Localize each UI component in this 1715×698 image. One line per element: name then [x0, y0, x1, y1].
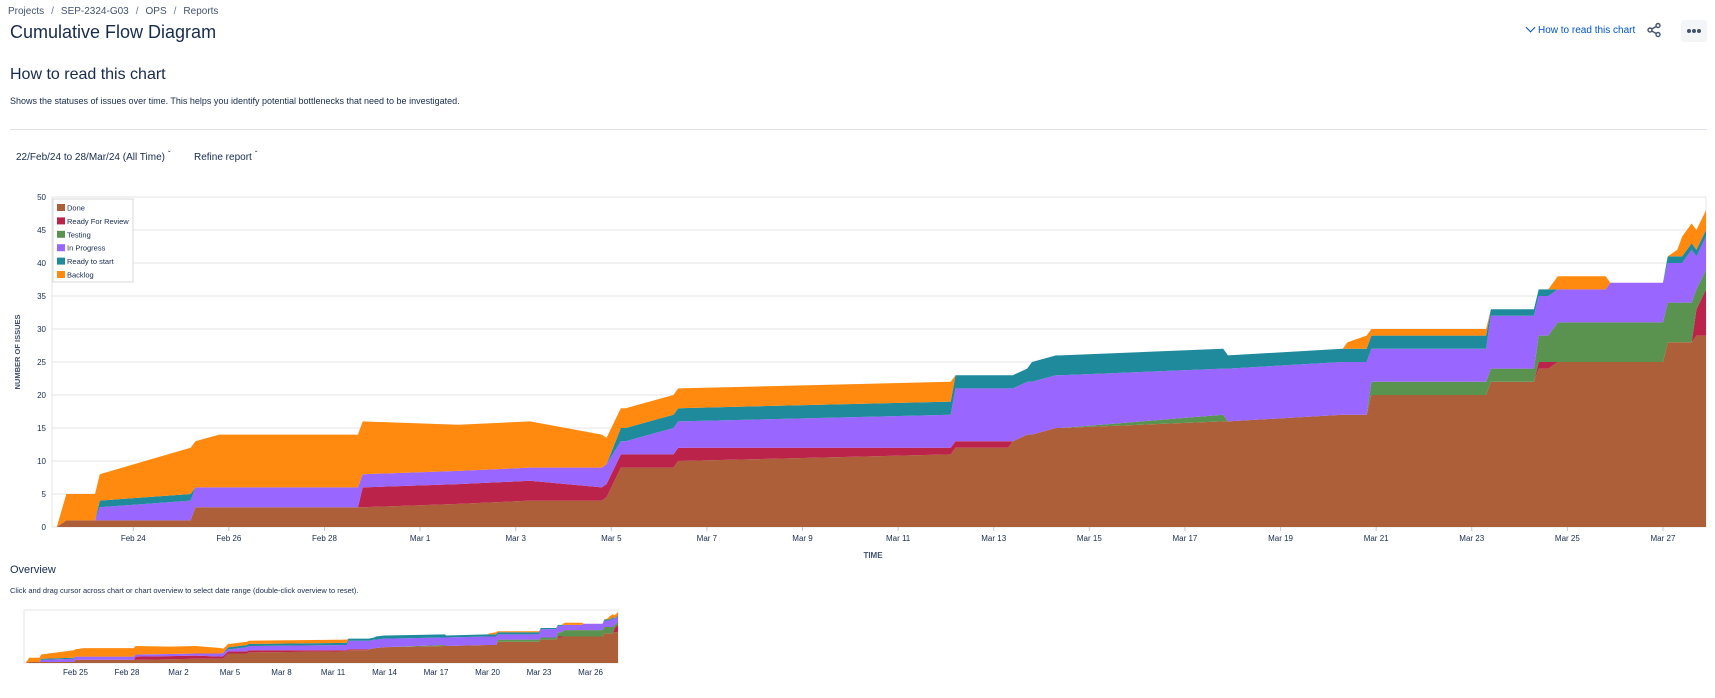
legend-item[interactable]: In Progress — [67, 244, 106, 253]
x-tick-label: Mar 15 — [1077, 534, 1102, 543]
overview-tick-label: Mar 14 — [372, 668, 397, 677]
share-icon[interactable] — [1646, 22, 1662, 38]
legend-swatch — [57, 271, 65, 278]
x-tick-label: Feb 28 — [312, 534, 337, 543]
y-tick-label: 20 — [37, 391, 46, 400]
y-tick-label: 5 — [42, 490, 47, 499]
legend-item[interactable]: Done — [67, 204, 85, 213]
page-title: Cumulative Flow Diagram — [10, 22, 217, 42]
caret-icon: ˇ — [167, 150, 171, 159]
breadcrumb: Projects / SEP-2324-G03/OPS / Reports — [8, 6, 219, 17]
x-tick-label: Mar 27 — [1651, 534, 1676, 543]
overview-tick-label: Feb 28 — [115, 668, 140, 677]
overview-series-area — [24, 632, 618, 663]
caret-icon: ˇ — [254, 150, 258, 159]
x-tick-label: Mar 25 — [1555, 534, 1580, 543]
more-icon — [1687, 29, 1691, 33]
x-axis-label: TIME — [863, 551, 883, 560]
y-tick-label: 0 — [42, 523, 47, 532]
legend-box — [52, 198, 134, 283]
overview-tick-label: Mar 5 — [220, 668, 241, 677]
more-button[interactable] — [1681, 20, 1707, 42]
more-icon-dot — [1692, 29, 1696, 33]
x-tick-label: Mar 19 — [1268, 534, 1293, 543]
y-tick-label: 45 — [37, 226, 46, 235]
y-tick-label: 15 — [37, 424, 46, 433]
refine-report-label: Refine report — [194, 152, 252, 163]
overview-title: Overview — [10, 564, 56, 576]
y-tick-label: 35 — [37, 292, 46, 301]
overview-tick-label: Mar 2 — [168, 668, 189, 677]
x-tick-label: Mar 13 — [981, 534, 1006, 543]
axis-layer: Feb 24 Feb 26 Feb 28 Mar 1 Mar 3 Mar 5 Mar 7 Ma… — [121, 527, 1676, 543]
x-tick-label: Feb 24 — [121, 534, 146, 543]
more-icon-dot — [1697, 29, 1701, 33]
overview-series-area — [24, 612, 618, 663]
legend-swatch — [57, 230, 65, 238]
legend-swatch — [57, 257, 65, 265]
overview-description: Click and drag cursor across chart or ch… — [10, 586, 359, 595]
overview-tick-label: Mar 11 — [321, 668, 346, 677]
date-range-label: 22/Feb/24 to 28/Mar/24 (All Time) — [16, 152, 165, 163]
y-tick-label: 40 — [37, 259, 46, 268]
y-tick-label: 25 — [37, 358, 46, 367]
y-tick-label: 50 — [37, 193, 46, 202]
overview-axis-layer: Feb 25 Feb 28 Mar 2 Mar 5 Mar 8 Mar 11 Mar 14 M… — [63, 668, 603, 677]
series-area-backlog — [52, 210, 1706, 527]
how-to-read-link[interactable]: How to read this chart — [1525, 22, 1636, 36]
y-tick-label: 10 — [37, 457, 46, 466]
legend-swatch — [57, 204, 65, 211]
overview-tick-label: Mar 20 — [475, 668, 500, 677]
breadcrumb-board[interactable]: OPS — [145, 6, 167, 17]
breadcrumb-projects[interactable]: Projects — [8, 6, 45, 17]
legend-item[interactable]: Ready For Review — [67, 217, 129, 226]
help-description: Shows the statuses of issues over time. … — [10, 96, 460, 106]
overview-tick-label: Mar 8 — [271, 668, 292, 677]
x-tick-label: Feb 26 — [216, 534, 241, 543]
series-area-done — [52, 335, 1706, 527]
x-tick-label: Mar 11 — [886, 534, 911, 543]
legend-swatch — [57, 244, 65, 252]
x-tick-label: Mar 1 — [410, 534, 431, 543]
overview-tick-label: Feb 25 — [63, 668, 88, 677]
x-tick-label: Mar 21 — [1364, 534, 1389, 543]
overview-series-area — [24, 616, 618, 663]
x-tick-label: Mar 5 — [601, 534, 622, 543]
overview-chart[interactable]: Feb 25 Feb 28 Mar 2 Mar 5 Mar 8 Mar 11 Mar 14 M… — [0, 605, 640, 695]
breadcrumb-project[interactable]: SEP-2324-G03 — [60, 6, 129, 17]
date-range-dropdown[interactable]: 22/Feb/24 to 28/Mar/24 (All Time) ˇ — [16, 150, 171, 163]
overview-tick-label: Mar 26 — [578, 668, 603, 677]
overview-tick-label: Mar 23 — [527, 668, 552, 677]
cumulative-flow-chart[interactable]: 0 5 10 15 20 25 30 35 40 45 50 Feb 24 Feb 26 Feb 28 M… — [0, 180, 1715, 565]
x-tick-label: Mar 3 — [505, 534, 526, 543]
x-tick-label: Mar 23 — [1459, 534, 1484, 543]
divider — [10, 129, 1707, 130]
y-axis-label: NUMBER OF ISSUES — [13, 314, 22, 389]
legend: Done Ready For Review Testing In Progress Re… — [52, 198, 134, 283]
x-tick-label: Mar 7 — [697, 534, 718, 543]
help-title: How to read this chart — [10, 66, 166, 83]
how-to-read-label: How to read this chart — [1538, 25, 1636, 36]
y-tick-label: 30 — [37, 325, 46, 334]
series-area-in-progress — [52, 236, 1706, 527]
refine-report-dropdown[interactable]: Refine report ˇ — [194, 150, 258, 163]
x-tick-label: Mar 9 — [792, 534, 813, 543]
area-layer — [52, 210, 1706, 527]
legend-swatch — [57, 217, 65, 225]
chevron-down-icon — [1525, 22, 1536, 33]
breadcrumb-reports[interactable]: Reports — [183, 6, 219, 17]
x-tick-label: Mar 17 — [1172, 534, 1197, 543]
legend-item[interactable]: Backlog — [67, 271, 94, 280]
overview-tick-label: Mar 17 — [424, 668, 449, 677]
legend-item[interactable]: Ready to start — [67, 257, 115, 266]
legend-item[interactable]: Testing — [67, 230, 91, 239]
overview-area-layer — [23, 609, 619, 664]
